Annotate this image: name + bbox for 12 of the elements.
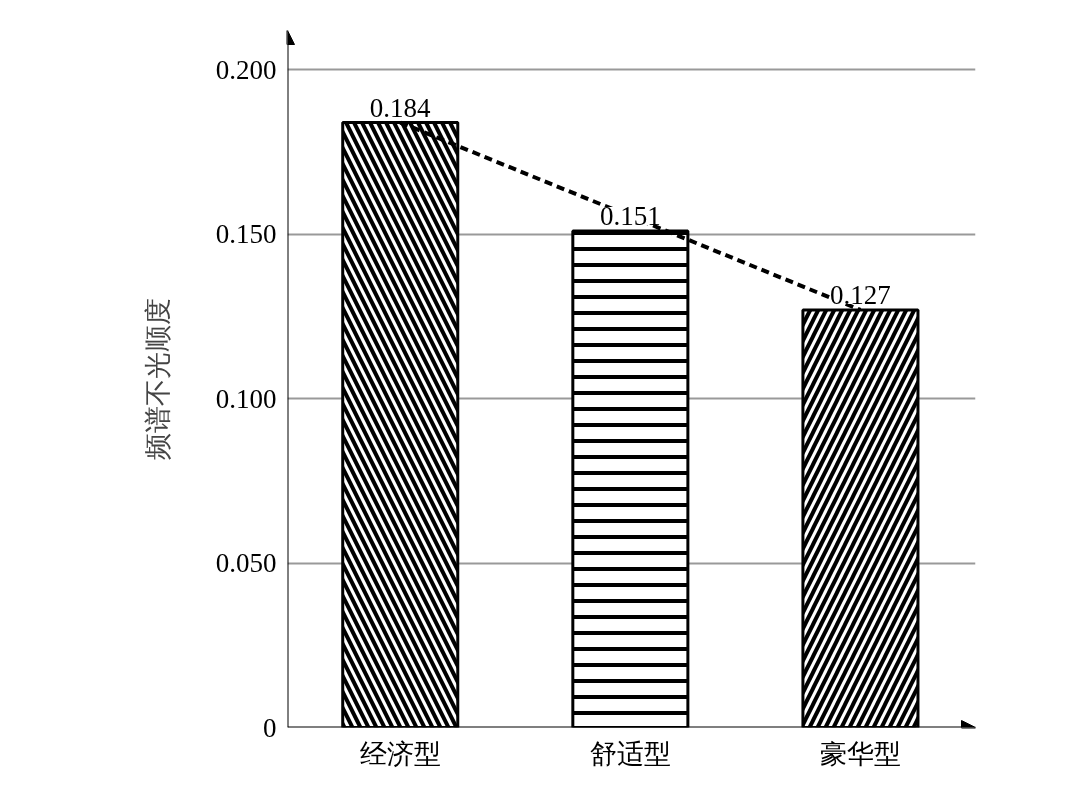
data-label: 0.151 xyxy=(599,201,661,232)
y-axis-title: 频谱不光顺度 xyxy=(142,298,173,460)
y-tick-label: 0.050 xyxy=(215,548,277,579)
x-tick-label: 豪华型 xyxy=(819,738,901,769)
x-tick-label: 经济型 xyxy=(359,738,441,769)
y-tick-label: 0.100 xyxy=(215,383,277,414)
data-label: 0.127 xyxy=(830,279,891,310)
x-tick-label: 舒适型 xyxy=(589,738,671,769)
y-tick-label: 0 xyxy=(263,712,277,743)
y-tick-label: 0.150 xyxy=(215,219,277,250)
data-label: 0.184 xyxy=(369,92,432,123)
y-tick-label: 0.200 xyxy=(215,54,277,85)
